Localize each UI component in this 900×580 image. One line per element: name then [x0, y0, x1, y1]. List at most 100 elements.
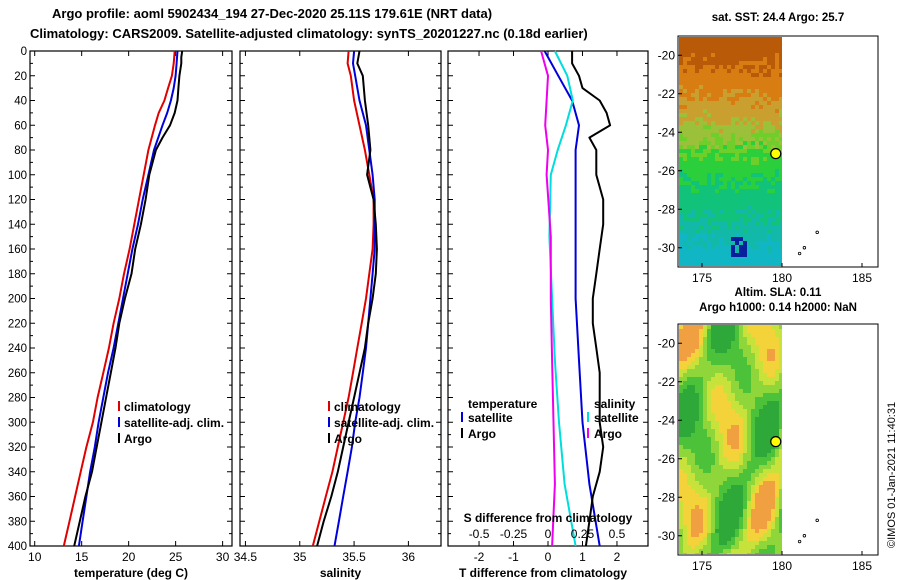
- sla-map-cell: [687, 365, 691, 369]
- sst-map-cell: [759, 45, 763, 49]
- sst-map-cell: [731, 89, 735, 93]
- sst-map-cell: [723, 177, 727, 181]
- sst-map-cell: [687, 197, 691, 201]
- sst-map-cell: [779, 45, 782, 49]
- sst-map-cell: [715, 101, 719, 105]
- sst-map-cell: [779, 85, 782, 89]
- sla-map-cell: [695, 349, 699, 353]
- sla-map-cell: [731, 517, 735, 521]
- sst-map-cell: [683, 157, 687, 161]
- sla-map-cell: [719, 385, 723, 389]
- sst-map-cell: [759, 245, 763, 249]
- sla-map-cell: [691, 497, 695, 501]
- sst-map-cell: [703, 249, 707, 253]
- sst-map-cell: [727, 161, 731, 165]
- figure-title-line-2: Climatology: CARS2009. Satellite-adjuste…: [30, 26, 588, 41]
- sla-map-cell: [699, 469, 703, 473]
- sst-map-cell: [735, 133, 739, 137]
- sla-map-cell: [687, 397, 691, 401]
- sst-map-cell: [695, 69, 699, 73]
- sla-map-cell: [759, 509, 763, 513]
- sst-map-cell: [755, 165, 759, 169]
- sla-map-cell: [751, 461, 755, 465]
- sla-map-cell: [743, 353, 747, 357]
- sst-map-cell: [735, 221, 739, 225]
- sla-map-cell: [775, 525, 779, 529]
- sst-map-cell: [679, 217, 683, 221]
- sst-map-cell: [707, 241, 711, 245]
- sla-map-cell: [691, 453, 695, 457]
- sla-map-cell: [767, 517, 771, 521]
- sla-map-cell: [711, 357, 715, 361]
- sst-map-cell: [739, 157, 743, 161]
- sst-map-cell: [767, 105, 771, 109]
- sla-map-cell: [743, 489, 747, 493]
- sla-map-cell: [743, 389, 747, 393]
- sst-map-cell: [683, 261, 687, 265]
- sla-map-cell: [763, 461, 767, 465]
- sst-map-cell: [719, 229, 723, 233]
- sla-map-cell: [743, 421, 747, 425]
- sst-map-cell: [719, 41, 723, 45]
- sst-map-cell: [699, 101, 703, 105]
- sst-map-cell: [751, 177, 755, 181]
- sla-map-cell: [691, 465, 695, 469]
- sst-map-cell: [707, 233, 711, 237]
- sla-map-cell: [775, 493, 779, 497]
- sla-map-cell: [779, 401, 782, 405]
- sst-map-cell: [687, 69, 691, 73]
- sst-map-cell: [723, 265, 727, 266]
- sla-map-cell: [731, 385, 735, 389]
- sst-map-cell: [731, 53, 735, 57]
- sst-map-cell: [763, 49, 767, 53]
- sla-map-cell: [683, 413, 687, 417]
- sst-map-cell: [767, 69, 771, 73]
- sst-map-cell: [735, 217, 739, 221]
- sst-map-cell: [719, 145, 723, 149]
- sla-map-cell: [679, 513, 683, 517]
- sst-map-cell: [779, 57, 782, 61]
- sla-map-cell: [687, 393, 691, 397]
- sla-map-cell: [719, 553, 723, 554]
- sst-map-cell: [727, 153, 731, 157]
- sla-map-cell: [739, 509, 743, 513]
- sla-map-cell: [683, 373, 687, 377]
- sst-map-cell: [695, 245, 699, 249]
- sla-map-cell: [731, 481, 735, 485]
- sla-map-cell: [715, 373, 719, 377]
- sla-map-cell: [715, 437, 719, 441]
- sst-map-cell: [767, 161, 771, 165]
- sla-map-cell: [703, 357, 707, 361]
- sla-map-cell: [755, 441, 759, 445]
- temperature-legend-label: satellite-adj. clim.: [124, 416, 224, 430]
- sst-map-cell: [775, 197, 779, 201]
- sla-map-cell: [731, 521, 735, 525]
- sla-map-cell: [679, 429, 683, 433]
- sla-map-cell: [727, 417, 731, 421]
- sst-map-cell: [775, 105, 779, 109]
- sst-map-cell: [735, 249, 739, 253]
- sla-map-cell: [775, 513, 779, 517]
- sst-map-cell: [771, 221, 775, 225]
- sst-map-cell: [759, 149, 763, 153]
- sla-map-cell: [679, 489, 683, 493]
- sst-map-cell: [723, 245, 727, 249]
- sst-map-cell: [747, 249, 751, 253]
- sla-map-cell: [703, 409, 707, 413]
- sla-map-cell: [779, 461, 782, 465]
- sla-map-cell: [699, 509, 703, 513]
- sst-map-cell: [687, 53, 691, 57]
- sla-map-cell: [727, 401, 731, 405]
- sst-map-cell: [703, 173, 707, 177]
- sla-map-cell: [723, 533, 727, 537]
- sst-map-cell: [731, 193, 735, 197]
- sla-map-cell: [779, 373, 782, 377]
- sla-map-cell: [775, 501, 779, 505]
- sla-map-cell: [723, 393, 727, 397]
- sst-map-cell: [719, 97, 723, 101]
- sla-map-cell: [687, 329, 691, 333]
- sla-map-cell: [747, 405, 751, 409]
- sst-map-cell: [763, 137, 767, 141]
- sst-map-cell: [759, 229, 763, 233]
- sst-map-cell: [751, 53, 755, 57]
